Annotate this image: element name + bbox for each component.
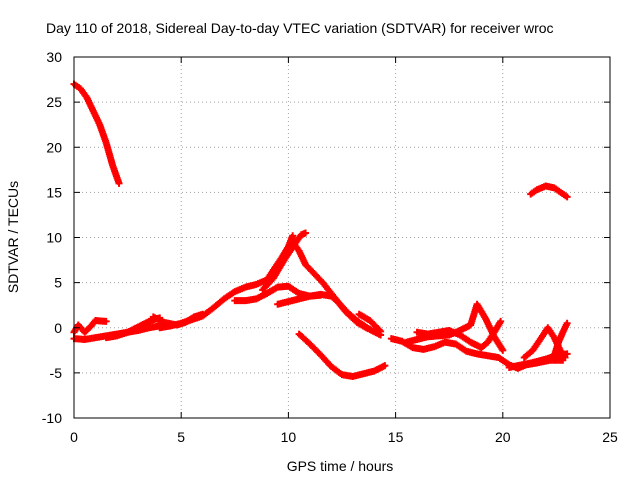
y-tick-label: 30 (46, 49, 62, 65)
data-point (364, 325, 372, 333)
y-tick-labels: -10 -5 0 5 10 15 20 25 30 (42, 49, 62, 426)
data-point (381, 362, 389, 370)
y-tick-label: 25 (46, 94, 62, 110)
x-tick-label: 10 (281, 429, 297, 445)
chart-title: Day 110 of 2018, Sidereal Day-to-day VTE… (46, 20, 554, 36)
x-axis-title: GPS time / hours (287, 458, 394, 474)
y-tick-label: 10 (46, 230, 62, 246)
data-point (563, 193, 571, 201)
axis-ticks (73, 56, 611, 419)
data-points (70, 80, 571, 380)
y-tick-label: 15 (46, 184, 62, 200)
data-point (317, 291, 325, 299)
y-tick-label: -5 (50, 365, 63, 381)
y-tick-label: 0 (54, 320, 62, 336)
x-tick-label: 0 (70, 429, 78, 445)
x-tick-label: 20 (495, 429, 511, 445)
y-tick-label: -10 (42, 410, 62, 426)
data-point (289, 232, 297, 240)
data-point (102, 317, 110, 325)
y-axis-title: SDTVAR / TECUs (5, 181, 21, 293)
data-point (377, 327, 385, 335)
x-tick-label: 15 (388, 429, 404, 445)
data-point (302, 229, 310, 237)
data-point (563, 350, 571, 358)
data-point (497, 317, 505, 325)
data-point (499, 346, 507, 354)
data-point (563, 319, 571, 327)
y-tick-label: 20 (46, 139, 62, 155)
x-tick-label: 25 (602, 429, 618, 445)
y-tick-label: 5 (54, 275, 62, 291)
x-tick-labels: 0 5 10 15 20 25 (70, 429, 618, 445)
x-tick-label: 5 (177, 429, 185, 445)
data-point (115, 179, 123, 187)
